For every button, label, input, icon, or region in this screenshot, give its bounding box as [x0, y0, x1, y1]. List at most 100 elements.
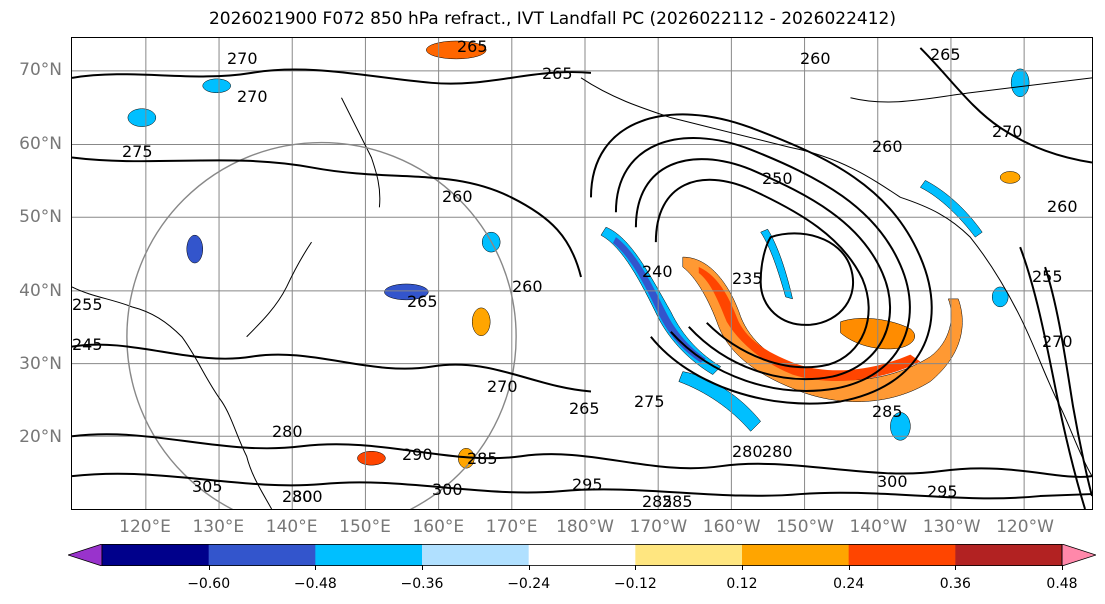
- contour-label: 260: [512, 277, 543, 296]
- contour-label: 265: [407, 292, 438, 311]
- colorbar-tick-mark: [422, 565, 423, 570]
- colorbar-tick-label: 0.24: [833, 576, 865, 592]
- colorbar-tick-mark: [742, 565, 743, 570]
- colorbar-segment: [528, 544, 636, 566]
- coastlines: [72, 77, 1092, 509]
- colorbar-extend-low: [68, 544, 103, 566]
- contour-west-2: [72, 343, 592, 393]
- contour-label: 260: [800, 49, 831, 68]
- longitude-label: 120°W: [996, 517, 1054, 537]
- contour-label: 280: [272, 422, 303, 441]
- longitude-label: 160°W: [702, 517, 761, 537]
- colorbar-tick-label: −0.48: [293, 576, 337, 592]
- latitude-label: 40°N: [19, 281, 62, 301]
- negative-anomaly-band: [600, 226, 722, 375]
- colorbar-segment: [315, 544, 423, 566]
- contour-label: 265: [930, 45, 961, 64]
- contour-label: 270: [992, 122, 1023, 141]
- contour-label: 265: [542, 64, 573, 83]
- colorbar-tick-label: 0.36: [939, 576, 971, 592]
- negative-patch-asia: [186, 234, 203, 264]
- contour-label: 260: [442, 187, 473, 206]
- map-panel: 265 270 270 265 260 265 270 275 260 260 260 250 240 2…: [71, 37, 1093, 510]
- colorbar-segment: [102, 544, 210, 566]
- contour-label: 300: [877, 472, 908, 491]
- contour-label: 275: [122, 142, 153, 161]
- kamchatka-coastline: [341, 97, 381, 208]
- longitude-label: 140°E: [265, 517, 318, 537]
- colorbar-segment: [742, 544, 850, 566]
- negative-patch-pacific: [384, 283, 429, 301]
- colorbar-tick-label: −0.36: [400, 576, 444, 592]
- positive-patch-tropic: [357, 450, 386, 466]
- contour-northeast: [919, 47, 1092, 164]
- figure-title: 2026021900 F072 850 hPa refract., IVT La…: [208, 9, 896, 29]
- contour-arc-4: [654, 178, 870, 369]
- latitude-label: 20°N: [19, 427, 62, 447]
- contour-arc-2: [614, 137, 911, 392]
- contour-label: 285: [642, 492, 673, 510]
- contour-label: 270: [487, 377, 518, 396]
- japan-coastline: [246, 241, 312, 338]
- contour-label: 265: [569, 399, 600, 418]
- colorbar-tick-label: −0.60: [187, 576, 231, 592]
- longitude-label: 160°E: [412, 517, 465, 537]
- positive-anomaly-core: [698, 267, 921, 381]
- contour-inner-loop: [759, 232, 855, 326]
- canada-coastline: [900, 196, 1092, 477]
- anomaly-fill-layer: [127, 40, 1030, 469]
- arctic-coastline: [850, 77, 1092, 103]
- colorbar-tick-label: −0.12: [613, 576, 657, 592]
- height-contours: [72, 47, 1092, 509]
- colorbar-tick-label: 0.12: [726, 576, 758, 592]
- colorbar-tick-label: 0.48: [1046, 576, 1078, 592]
- colorbar-tick-mark: [848, 565, 850, 570]
- contour-label: 270: [237, 87, 268, 106]
- colorbar-tick-mark: [208, 565, 210, 570]
- contour-label: 270: [227, 49, 258, 68]
- contour-label: 280: [282, 487, 313, 506]
- colorbar-tick-mark: [1062, 565, 1063, 570]
- latitude-label: 60°N: [19, 134, 62, 154]
- contour-label: 255: [72, 295, 103, 314]
- negative-patch-north: [202, 78, 231, 94]
- colorbar-tick-mark: [528, 565, 530, 570]
- colorbar-tick-mark: [955, 565, 957, 570]
- colorbar: [68, 544, 1096, 566]
- contour-label: 305: [192, 477, 223, 496]
- negative-patch-south: [890, 412, 911, 441]
- longitude-label: 170°E: [485, 517, 538, 537]
- contour-label: 305: [202, 508, 233, 510]
- contour-label: 265: [457, 37, 488, 56]
- contour-label: 285: [467, 449, 498, 468]
- contour-label: 285: [872, 402, 903, 421]
- contour-label: 285: [662, 492, 693, 510]
- colorbar-tick-mark: [635, 565, 637, 570]
- negative-anomaly-arc: [760, 228, 793, 300]
- contour-label: 255: [1032, 267, 1063, 286]
- longitude-label: 140°W: [849, 517, 908, 537]
- longitude-label: 130°E: [192, 517, 245, 537]
- colorbar-segment: [208, 544, 316, 566]
- contour-tropic-2: [72, 472, 1092, 500]
- contour-arc-outer: [589, 113, 933, 405]
- negative-anomaly-core: [612, 237, 706, 363]
- colorbar-outline: [101, 544, 1063, 566]
- longitude-label: 150°W: [776, 517, 834, 537]
- landfall-circle: [126, 141, 517, 509]
- contour-label: 270: [1042, 332, 1073, 351]
- contour-label: 245: [72, 335, 103, 354]
- longitude-label: 120°E: [119, 517, 171, 537]
- positive-patch-north: [426, 40, 487, 60]
- latitude-label: 30°N: [19, 354, 62, 374]
- latitude-label: 70°N: [19, 60, 62, 80]
- colorbar-segment: [422, 544, 530, 566]
- contour-east-2: [1044, 266, 1092, 497]
- contour-label: 295: [572, 475, 603, 494]
- colorbar-tick-mark: [315, 565, 317, 570]
- contour-tropic-1: [72, 433, 1092, 478]
- contour-label: 295: [927, 482, 958, 501]
- map-canvas: [72, 38, 1092, 509]
- contour-label: 290: [402, 445, 433, 464]
